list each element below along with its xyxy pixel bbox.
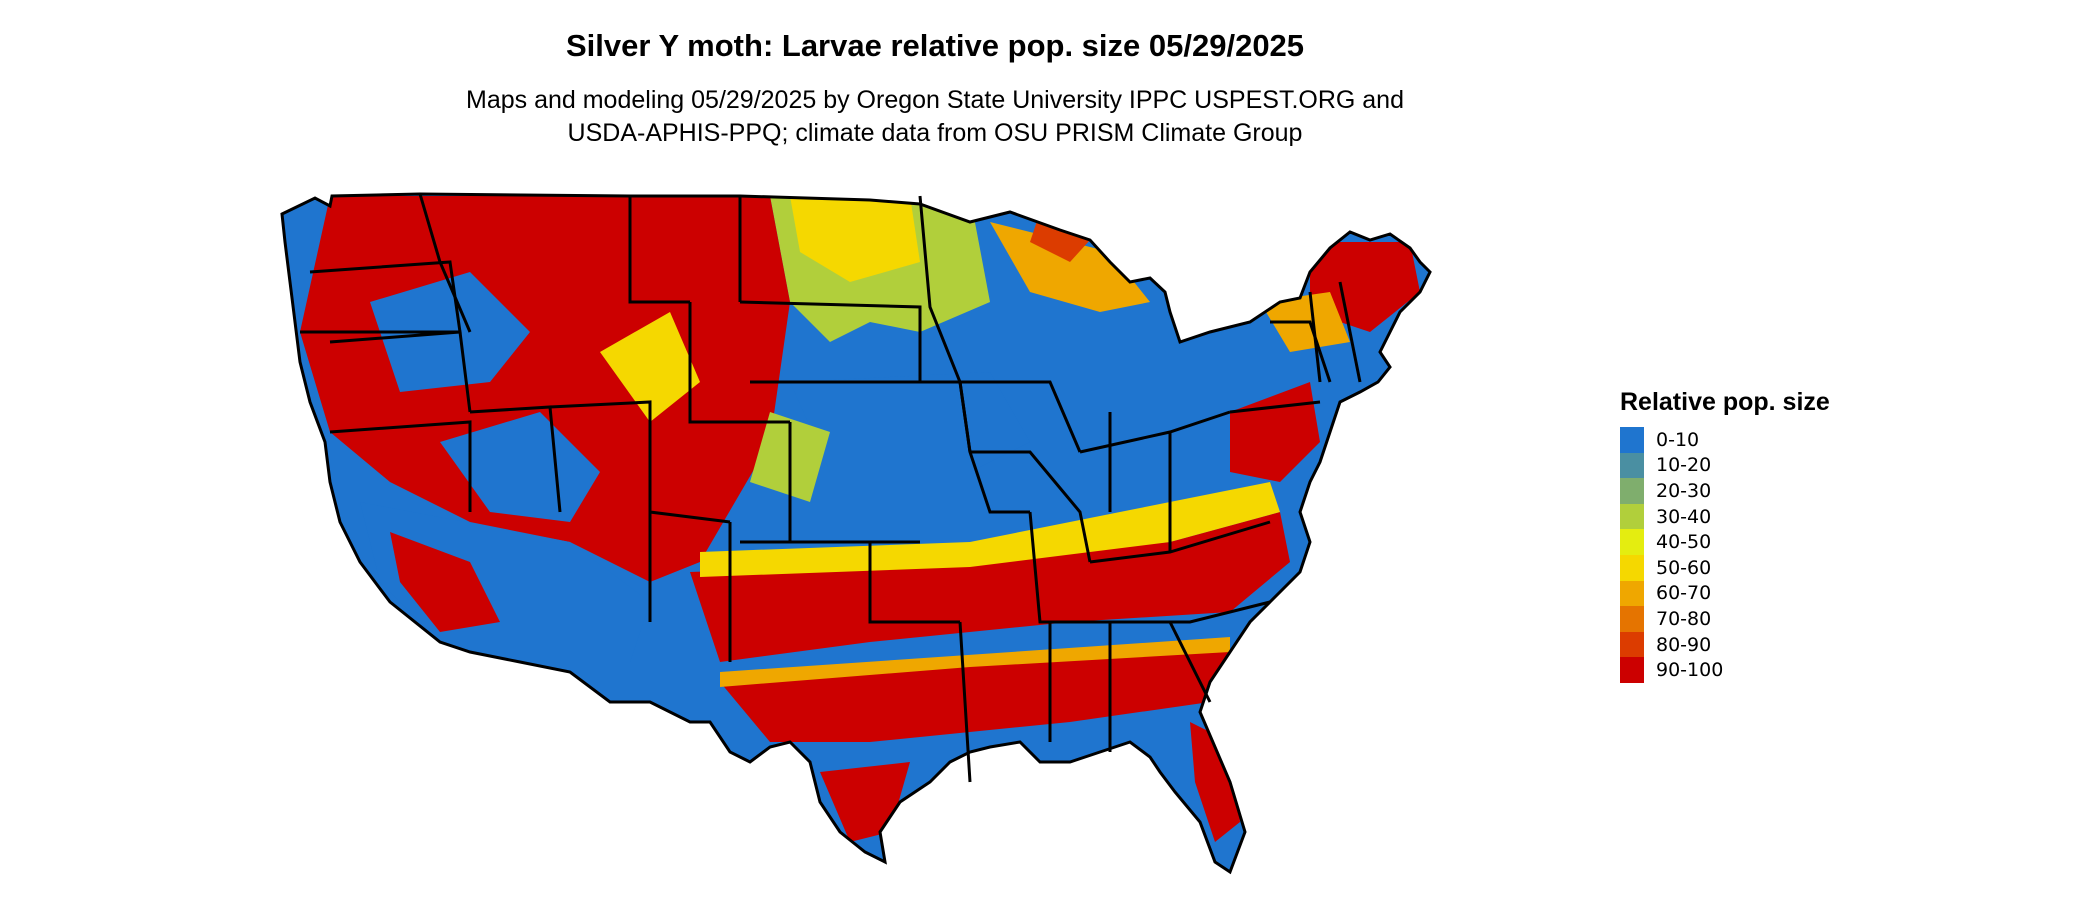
legend-swatch xyxy=(1620,529,1644,555)
legend: Relative pop. size 0-10 10-20 20-30 30-4… xyxy=(1620,388,1830,683)
subtitle-line-1: Maps and modeling 05/29/2025 by Oregon S… xyxy=(466,86,1404,114)
legend-swatch xyxy=(1620,503,1644,530)
map-subtitle: Maps and modeling 05/29/2025 by Oregon S… xyxy=(0,84,1870,150)
legend-item: 50-60 xyxy=(1620,554,1830,581)
legend-swatch xyxy=(1620,427,1644,453)
legend-label: 20-30 xyxy=(1656,479,1712,502)
legend-item: 70-80 xyxy=(1620,606,1830,632)
map-title: Silver Y moth: Larvae relative pop. size… xyxy=(565,28,1305,63)
legend-label: 80-90 xyxy=(1656,633,1712,656)
legend-label: 70-80 xyxy=(1656,607,1712,630)
legend-item: 10-20 xyxy=(1620,452,1830,479)
legend-label: 90-100 xyxy=(1656,659,1724,682)
legend-swatch xyxy=(1620,452,1644,479)
legend-item: 20-30 xyxy=(1620,478,1830,504)
legend-label: 0-10 xyxy=(1656,428,1700,451)
legend-items: 0-10 10-20 20-30 30-40 40-50 50-60 60-70… xyxy=(1620,427,1830,683)
legend-swatch xyxy=(1620,631,1644,658)
us-map-svg xyxy=(280,192,1432,874)
legend-label: 10-20 xyxy=(1656,454,1712,477)
legend-label: 50-60 xyxy=(1656,556,1712,579)
population-raster xyxy=(282,194,1430,872)
subtitle-line-2: USDA-APHIS-PPQ; climate data from OSU PR… xyxy=(567,119,1303,147)
legend-item: 0-10 xyxy=(1620,427,1830,453)
legend-title: Relative pop. size xyxy=(1620,388,1830,416)
legend-label: 30-40 xyxy=(1656,505,1712,528)
us-map xyxy=(270,182,1590,892)
legend-swatch xyxy=(1620,580,1644,607)
legend-item: 40-50 xyxy=(1620,529,1830,555)
legend-item: 60-70 xyxy=(1620,580,1830,607)
legend-item: 80-90 xyxy=(1620,631,1830,658)
legend-label: 60-70 xyxy=(1656,582,1712,605)
state-borders xyxy=(280,192,1432,874)
legend-label: 40-50 xyxy=(1656,531,1712,554)
legend-swatch xyxy=(1620,478,1644,504)
legend-item: 90-100 xyxy=(1620,657,1830,683)
legend-swatch xyxy=(1620,657,1644,683)
legend-swatch xyxy=(1620,554,1644,581)
legend-swatch xyxy=(1620,606,1644,632)
legend-item: 30-40 xyxy=(1620,503,1830,530)
